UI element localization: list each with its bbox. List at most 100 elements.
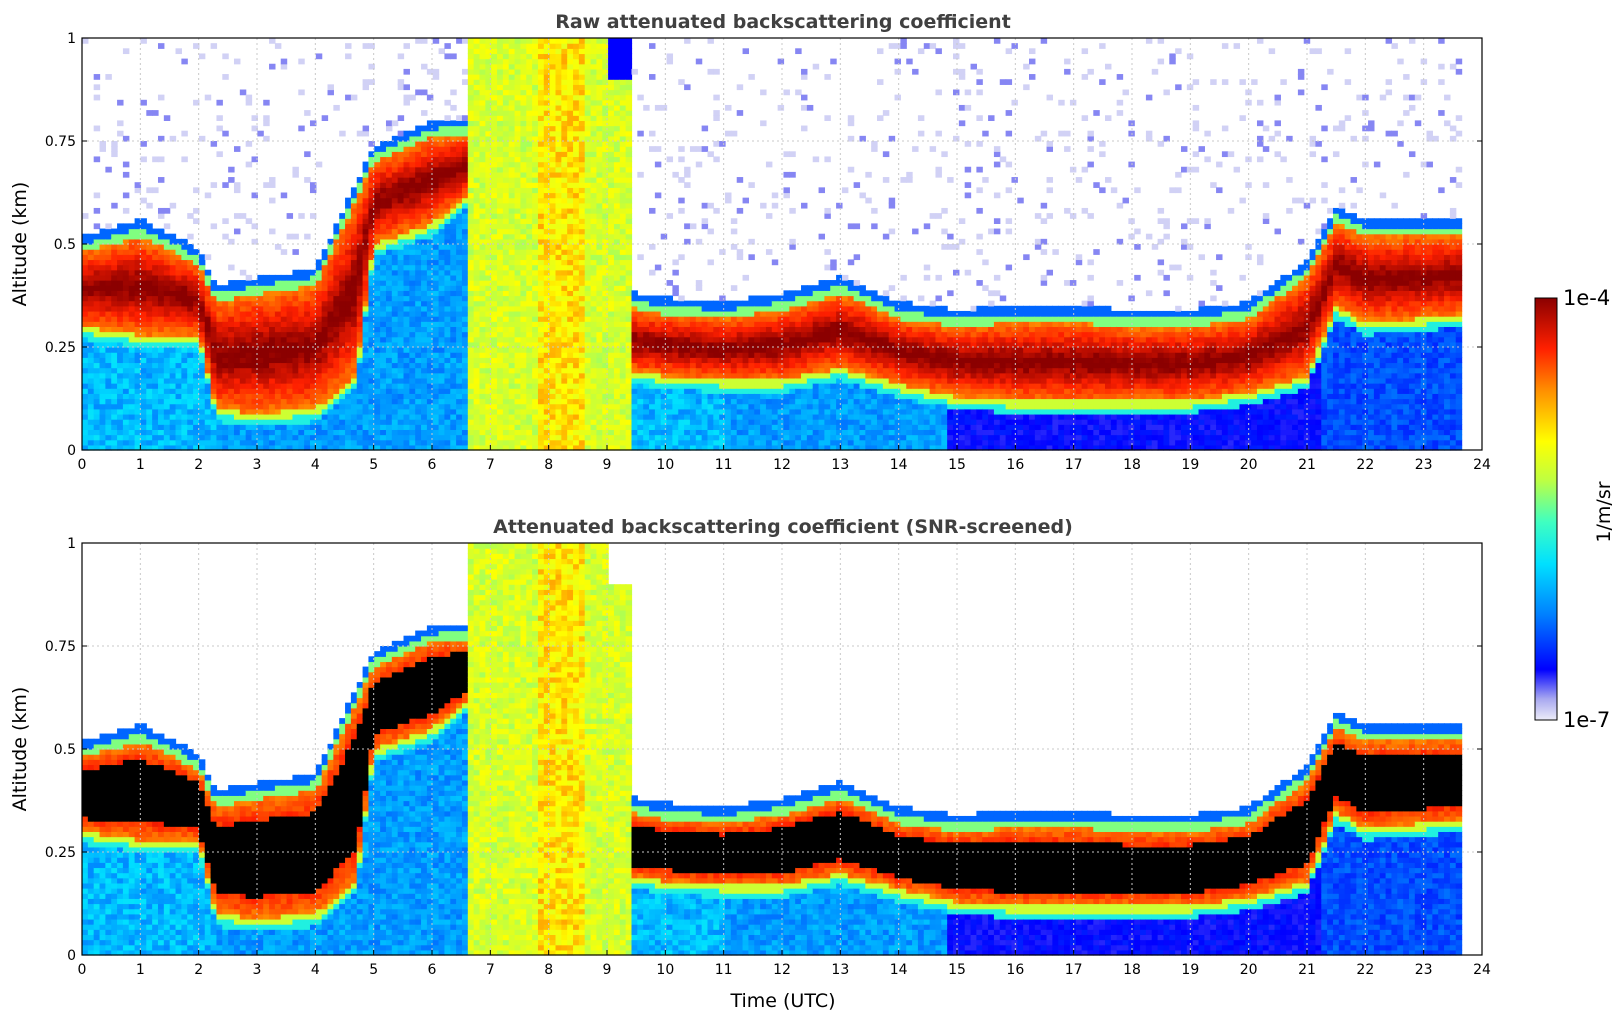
heatmap-cell [479,357,486,364]
heatmap-cell [216,377,223,384]
heatmap-cell [578,300,586,307]
heatmap-cell [456,290,463,297]
heatmap-cell [415,89,422,96]
heatmap-cell [596,424,603,430]
heatmap-cell [257,280,264,286]
heatmap-cell [502,233,510,240]
heatmap-cell [479,104,486,111]
heatmap-cell [298,316,305,322]
heatmap-cell [87,254,95,261]
heatmap-cell [251,398,258,405]
heatmap-cell [456,310,463,317]
heatmap-cell [479,434,486,441]
heatmap-cell [169,398,177,405]
heatmap-cell [567,197,574,204]
heatmap-cell [228,377,235,384]
heatmap-cell [567,305,574,312]
heatmap-cell [181,316,188,322]
heatmap-cell [432,238,440,245]
heatmap-cell [514,419,522,425]
heatmap-cell [280,398,288,405]
heatmap-cell [397,362,405,369]
heatmap-cell [117,316,124,322]
heatmap-cell [391,187,399,194]
heatmap-cell [269,197,276,204]
heatmap-cell [543,202,551,209]
heatmap-cell [362,130,370,137]
heatmap-cell [117,120,124,127]
heatmap-cell [578,269,586,276]
heatmap-cell [245,439,253,446]
heatmap-cell [152,424,159,430]
heatmap-cell [128,238,136,245]
heatmap-cell [590,269,598,276]
heatmap-cell [403,393,410,400]
heatmap-cell [590,151,598,158]
heatmap-cell [438,393,446,400]
heatmap-cell [82,254,89,261]
heatmap-cell [491,383,498,389]
heatmap-cell [146,377,153,384]
heatmap-cell [467,419,475,425]
heatmap-cell [87,377,95,384]
heatmap-cell [584,341,592,348]
heatmap-cell [309,434,317,441]
heatmap-cell [321,403,329,410]
heatmap-cell [578,68,586,75]
heatmap-cell [187,310,194,317]
heatmap-cell [315,429,323,436]
heatmap-cell [228,419,235,425]
heatmap-cell [286,326,294,333]
heatmap-cell [444,372,451,379]
heatmap-cell [228,264,235,271]
heatmap-cell [543,58,551,65]
heatmap-cell [502,156,510,163]
heatmap-cell [345,419,352,425]
heatmap-cell [537,367,545,374]
heatmap-cell [257,274,264,281]
heatmap-cell [350,434,358,441]
heatmap-cell [491,89,498,96]
heatmap-cell [502,171,510,178]
heatmap-cell [578,161,586,168]
heatmap-cell [497,352,504,358]
heatmap-cell [456,135,463,142]
heatmap-cell [590,213,598,219]
heatmap-cell [543,310,551,317]
heatmap-cell [292,377,299,384]
heatmap-cell [251,383,258,389]
heatmap-cell [555,269,562,276]
heatmap-cell [491,367,498,374]
heatmap-cell [140,341,147,348]
heatmap-cell [193,352,200,358]
heatmap-cell [467,171,475,178]
heatmap-cell [514,120,522,127]
heatmap-cell [251,300,258,307]
heatmap-cell [298,290,305,297]
heatmap-cell [385,187,393,194]
heatmap-cell [87,352,95,358]
heatmap-cell [555,321,562,327]
heatmap-cell [93,295,101,302]
heatmap-cell [514,207,522,214]
panel-raw-title: Raw attenuated backscattering coefficien… [555,11,1011,33]
heatmap-cell [432,434,440,441]
heatmap-cell [520,285,527,291]
heatmap-cell [169,413,177,420]
heatmap-cell [450,182,457,188]
heatmap-cell [292,316,299,322]
heatmap-cell [292,233,299,240]
heatmap-cell [99,393,106,400]
heatmap-cell [82,321,89,327]
heatmap-cell [456,413,463,420]
heatmap-cell [315,362,323,369]
heatmap-cell [122,419,130,425]
heatmap-cell [532,63,539,70]
heatmap-cell [257,388,264,394]
heatmap-cell [391,357,399,364]
heatmap-cell [105,310,112,317]
heatmap-cell [146,393,153,400]
heatmap-cell [327,439,334,446]
heatmap-cell [578,141,586,147]
heatmap-cell [526,187,533,194]
